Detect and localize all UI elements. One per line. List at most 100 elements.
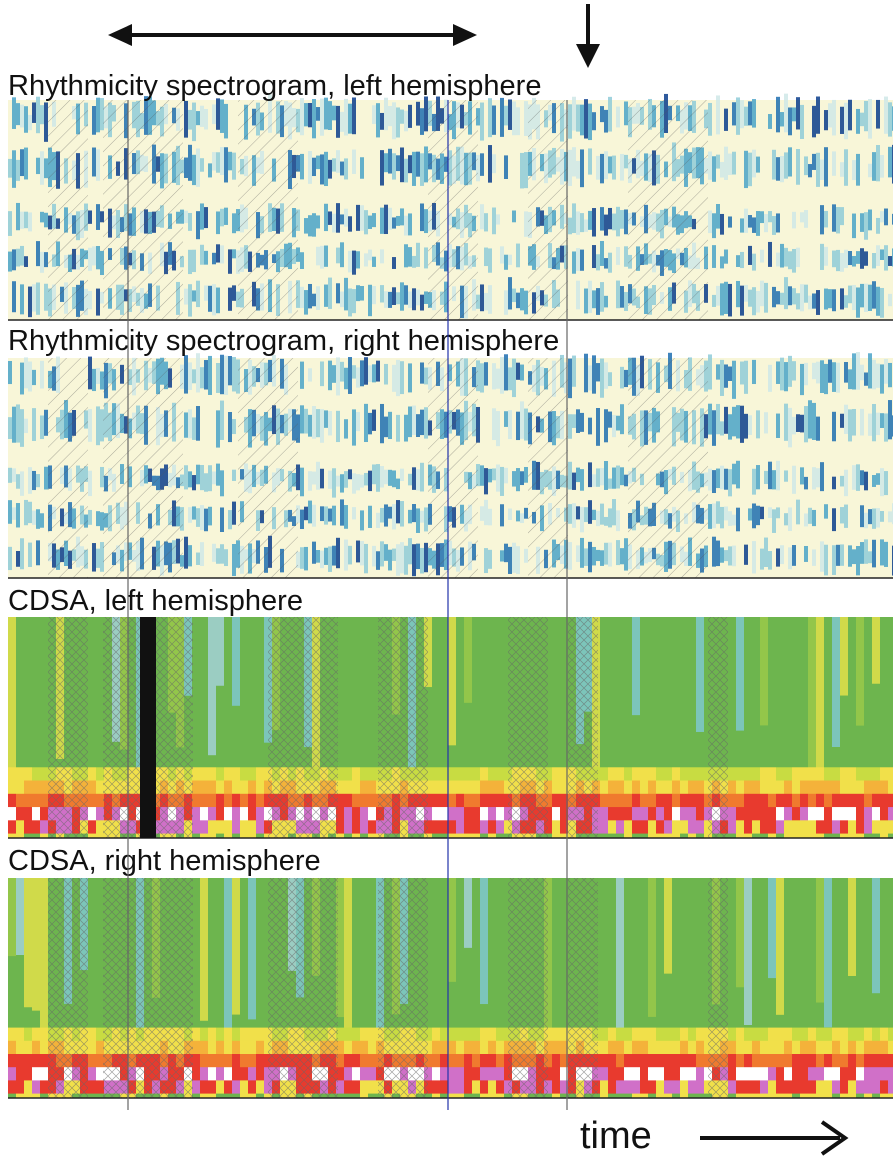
spectral-band bbox=[788, 507, 792, 531]
spectral-band bbox=[724, 506, 728, 520]
spectral-band bbox=[800, 364, 804, 395]
cdsa-cell bbox=[888, 1054, 893, 1068]
spectral-band bbox=[856, 154, 860, 186]
spectral-band bbox=[616, 540, 620, 565]
spectral-band bbox=[328, 160, 332, 179]
cdsa-cell bbox=[200, 781, 208, 795]
cdsa-cell bbox=[24, 878, 32, 1007]
time-label: time bbox=[580, 1115, 652, 1157]
spectral-band bbox=[96, 289, 100, 316]
spectral-band bbox=[420, 108, 424, 135]
spectral-band bbox=[728, 284, 732, 317]
cdsa-cell bbox=[448, 807, 456, 821]
cdsa-cell bbox=[656, 794, 664, 808]
spectral-band bbox=[408, 474, 412, 486]
spectral-band bbox=[324, 204, 328, 231]
spectral-band bbox=[592, 474, 596, 486]
spectral-band bbox=[572, 203, 576, 233]
cdsa-cell bbox=[360, 807, 368, 821]
artifact-hatch bbox=[103, 358, 183, 578]
spectral-band bbox=[872, 508, 876, 528]
spectral-band bbox=[192, 475, 196, 490]
spectral-band bbox=[740, 100, 744, 128]
cdsa-cell bbox=[224, 807, 232, 821]
spectral-band bbox=[752, 99, 756, 128]
spectral-band bbox=[516, 107, 520, 135]
spectral-band bbox=[792, 417, 796, 435]
spectral-band bbox=[340, 474, 344, 492]
spectral-band bbox=[368, 285, 372, 316]
spectral-band bbox=[832, 477, 836, 490]
cdsa-cell bbox=[816, 1080, 824, 1094]
cdsa-cell bbox=[728, 1041, 736, 1055]
artifact-hatch bbox=[528, 358, 568, 578]
spectral-band bbox=[412, 256, 416, 268]
spectral-band bbox=[96, 549, 100, 568]
spectral-band bbox=[420, 410, 424, 435]
spectral-band bbox=[832, 289, 836, 311]
spectral-band bbox=[792, 212, 796, 229]
spectral-band bbox=[480, 284, 484, 311]
spectral-band bbox=[508, 509, 512, 520]
cdsa-cell bbox=[240, 1080, 248, 1094]
spectral-band bbox=[768, 242, 772, 267]
spectral-band bbox=[876, 245, 880, 266]
cdsa-cell bbox=[816, 1067, 824, 1081]
spectral-band bbox=[36, 97, 40, 133]
spectral-band bbox=[500, 504, 504, 526]
cdsa-cell bbox=[680, 781, 688, 795]
spectral-band bbox=[20, 363, 24, 395]
spectral-band bbox=[12, 97, 16, 129]
spectral-band bbox=[500, 246, 504, 263]
cdsa-cell bbox=[696, 1041, 704, 1055]
cdsa-cell bbox=[664, 820, 672, 834]
spectral-band bbox=[516, 546, 520, 574]
spectral-band bbox=[588, 500, 592, 524]
spectral-band bbox=[836, 207, 840, 233]
spectral-band bbox=[356, 251, 360, 268]
cdsa-cell bbox=[776, 1080, 784, 1094]
cdsa-cell bbox=[656, 767, 664, 781]
spectral-band bbox=[728, 511, 732, 526]
cdsa-cell bbox=[488, 781, 496, 795]
cdsa-cell bbox=[792, 767, 800, 781]
spectral-band bbox=[232, 285, 236, 300]
spectral-band bbox=[300, 98, 304, 135]
spectral-band bbox=[340, 292, 344, 308]
spectral-band bbox=[372, 546, 376, 567]
spectral-band bbox=[768, 114, 772, 129]
spectral-band bbox=[44, 158, 48, 178]
spectral-band bbox=[424, 507, 428, 531]
spectral-band bbox=[840, 207, 844, 225]
spectral-band bbox=[352, 251, 356, 275]
spectral-band bbox=[520, 471, 524, 485]
spectral-band bbox=[600, 207, 604, 230]
spectral-band bbox=[516, 363, 520, 380]
spectral-band bbox=[204, 251, 208, 265]
cdsa-cell bbox=[656, 820, 664, 834]
spectral-band bbox=[860, 248, 864, 269]
spectral-band bbox=[204, 207, 208, 228]
spectral-band bbox=[40, 212, 44, 223]
cdsa-cell bbox=[744, 820, 752, 834]
spectral-band bbox=[368, 506, 372, 528]
cdsa-cell bbox=[552, 781, 560, 795]
cdsa-cell bbox=[768, 820, 776, 834]
cdsa-cell bbox=[248, 1041, 256, 1055]
spectral-band bbox=[96, 246, 100, 269]
spectral-band bbox=[304, 103, 308, 126]
spectral-band bbox=[32, 102, 36, 122]
spectral-band bbox=[784, 362, 788, 391]
cdsa-cell bbox=[680, 820, 688, 834]
spectral-band bbox=[364, 404, 368, 442]
spectral-band bbox=[36, 509, 40, 529]
artifact-hatch bbox=[238, 100, 298, 320]
spectral-band bbox=[328, 361, 332, 391]
spectral-band bbox=[788, 107, 792, 135]
cdsa-cell bbox=[224, 1028, 232, 1042]
spectral-band bbox=[816, 417, 820, 441]
spectral-band bbox=[24, 256, 28, 267]
cdsa-cell bbox=[200, 1054, 208, 1068]
spectral-band bbox=[580, 149, 584, 187]
spectral-band bbox=[496, 214, 500, 224]
